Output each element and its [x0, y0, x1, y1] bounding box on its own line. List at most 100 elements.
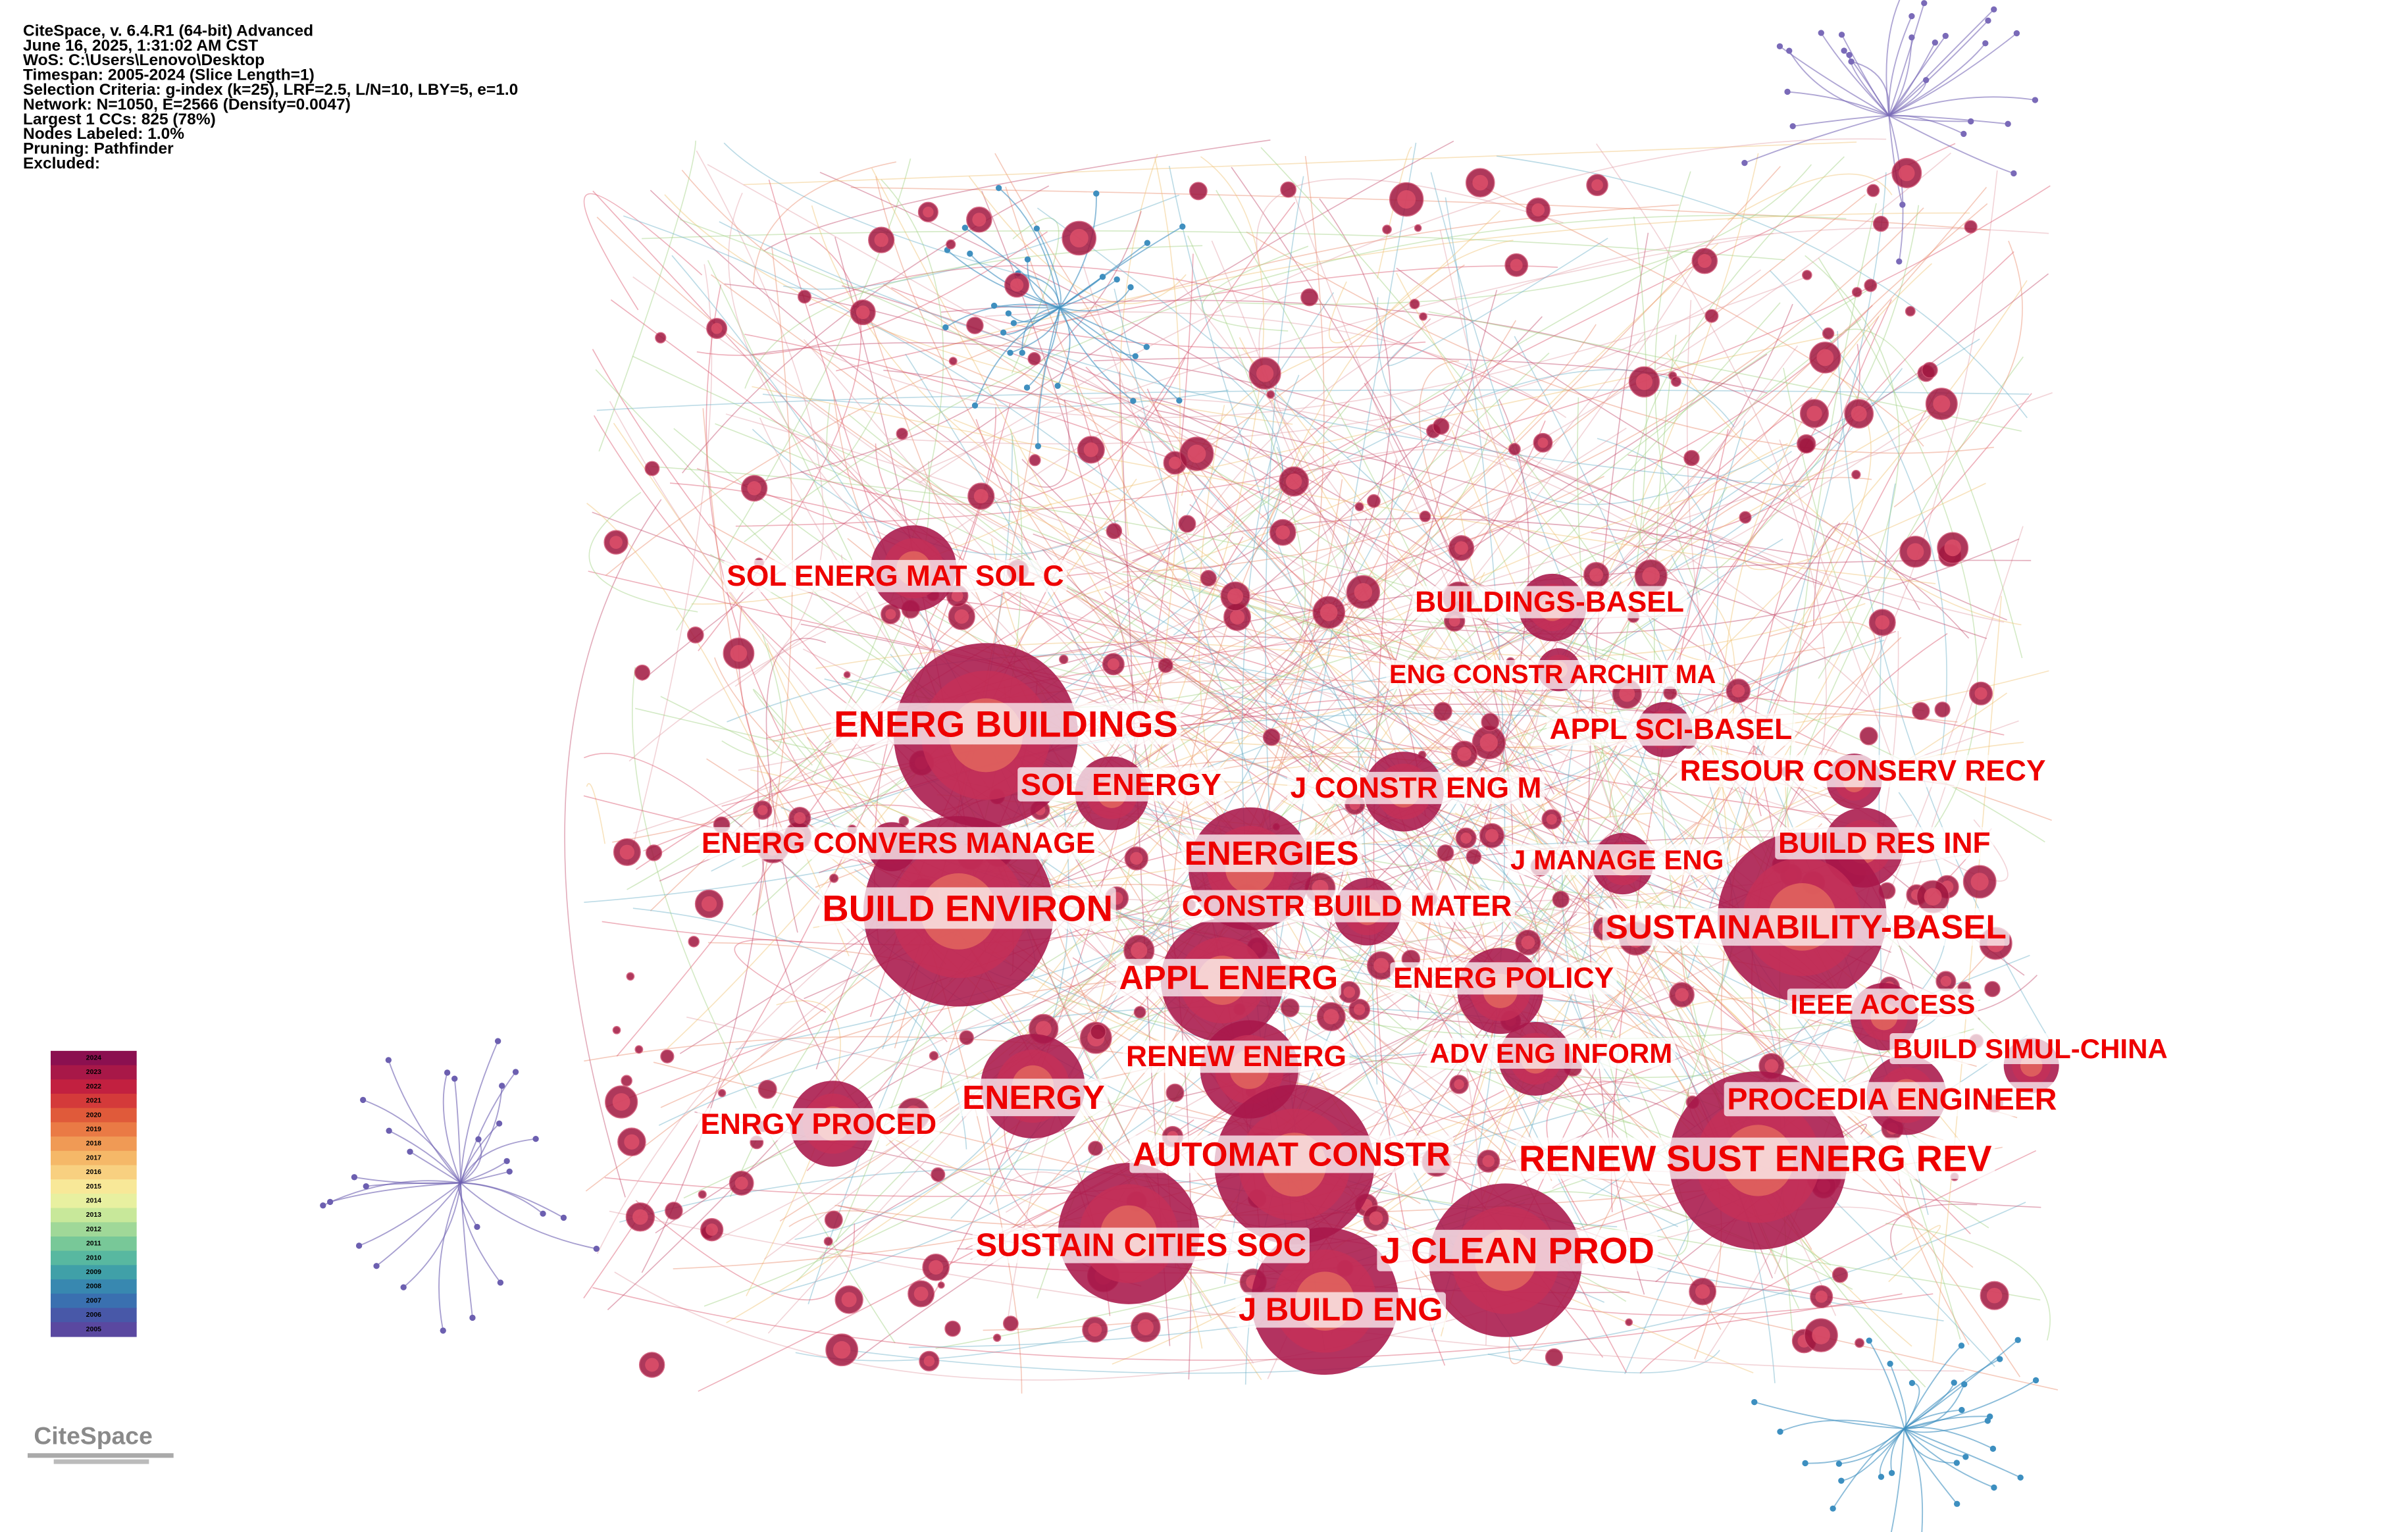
edge: [1037, 307, 1061, 446]
node: [1000, 329, 1007, 336]
edge: [1889, 115, 1971, 122]
edge: [1903, 1358, 2001, 1429]
node: [1093, 190, 1100, 197]
node: [824, 1210, 843, 1229]
node: [351, 1174, 358, 1181]
node: [359, 1096, 367, 1104]
node: [1912, 702, 1930, 721]
node-ring: [1229, 609, 1245, 625]
header-line: Pruning: Pathfinder: [23, 140, 174, 158]
node-ring: [1457, 747, 1472, 761]
node-label: J BUILD ENG: [1239, 1292, 1443, 1328]
node: [1789, 123, 1796, 130]
edge: [1903, 1428, 1924, 1532]
node: [497, 1279, 504, 1286]
node: [1704, 309, 1719, 323]
legend-year: 2012: [86, 1225, 102, 1233]
edge: [1241, 347, 1561, 796]
node: [937, 1281, 945, 1289]
edge: [696, 231, 1048, 356]
node-ring: [794, 812, 806, 825]
node-label: CONSTR BUILD MATER: [1182, 890, 1512, 923]
node: [363, 1183, 369, 1190]
label-background: [1889, 1033, 2171, 1064]
node-ring: [1812, 1326, 1830, 1344]
label-background: [1676, 755, 2049, 788]
node-ring: [1256, 365, 1274, 382]
node: [1838, 32, 1845, 38]
node: [532, 1135, 539, 1142]
edge: [994, 305, 1060, 309]
node: [1942, 32, 1949, 39]
label-background: [1787, 988, 1979, 1020]
node: [1158, 657, 1173, 673]
node: [1023, 384, 1031, 391]
edge: [1027, 259, 1060, 309]
legend-swatch: [51, 1322, 137, 1337]
edge: [752, 249, 1689, 916]
edge: [728, 192, 867, 530]
node: [612, 1025, 621, 1034]
edge: [1148, 550, 1776, 1165]
edge: [1888, 32, 2017, 116]
node-label: J MANAGE ENG: [1510, 844, 1724, 875]
edge: [1132, 518, 1818, 562]
node: [1414, 224, 1422, 232]
edge: [1779, 45, 1889, 116]
node: [1954, 1500, 1960, 1507]
node-ring: [1924, 888, 1942, 906]
edge: [631, 667, 896, 1344]
edge: [1508, 1152, 1639, 1364]
edge: [803, 339, 1412, 1021]
label-background: [1235, 1292, 1447, 1328]
edge: [1754, 1401, 1905, 1429]
node: [698, 1190, 707, 1199]
edge: [628, 536, 1098, 762]
node-ring: [1815, 1290, 1828, 1303]
edge: [883, 369, 1808, 628]
node: [1991, 6, 1997, 13]
node-label: BUILD RES INF: [1778, 827, 1991, 859]
edge: [1231, 166, 1514, 854]
edge: [744, 334, 1837, 752]
node-label: BUILD SIMUL-CHINA: [1893, 1033, 2168, 1064]
node: [1841, 47, 1847, 54]
node-label: APPL SCI-BASEL: [1550, 713, 1793, 746]
node: [1964, 220, 1978, 234]
node: [1166, 1083, 1185, 1102]
edge: [1017, 333, 1842, 513]
legend-year: 2024: [86, 1054, 102, 1062]
node: [440, 1327, 446, 1334]
edge: [1086, 397, 1868, 696]
edge: [388, 1130, 461, 1184]
node-ring: [705, 1223, 718, 1236]
node: [386, 1127, 392, 1134]
node-ring: [645, 1358, 659, 1372]
node: [1797, 434, 1816, 454]
edge: [1633, 344, 1860, 548]
node: [1777, 1428, 1783, 1435]
edge: [1769, 621, 1876, 757]
node: [995, 185, 1002, 192]
edge: [1225, 164, 1812, 305]
node: [1266, 390, 1275, 399]
edge: [1888, 96, 2036, 116]
node-ring: [885, 609, 896, 620]
legend-swatch: [51, 1136, 137, 1152]
edge: [1643, 319, 1862, 541]
edge: [1377, 146, 1413, 279]
node: [475, 1136, 482, 1142]
node: [1114, 276, 1120, 283]
node-ring: [1974, 687, 1987, 700]
node-ring: [951, 590, 963, 602]
label-background: [1546, 713, 1795, 746]
node-ring: [973, 489, 988, 503]
node: [1508, 443, 1521, 455]
edge: [715, 423, 1512, 931]
edge: [696, 150, 824, 676]
node-ring: [1944, 539, 1961, 557]
edge: [1443, 393, 1774, 563]
node: [1419, 312, 1427, 321]
node-ring: [1851, 405, 1867, 422]
edge: [1888, 9, 1995, 116]
